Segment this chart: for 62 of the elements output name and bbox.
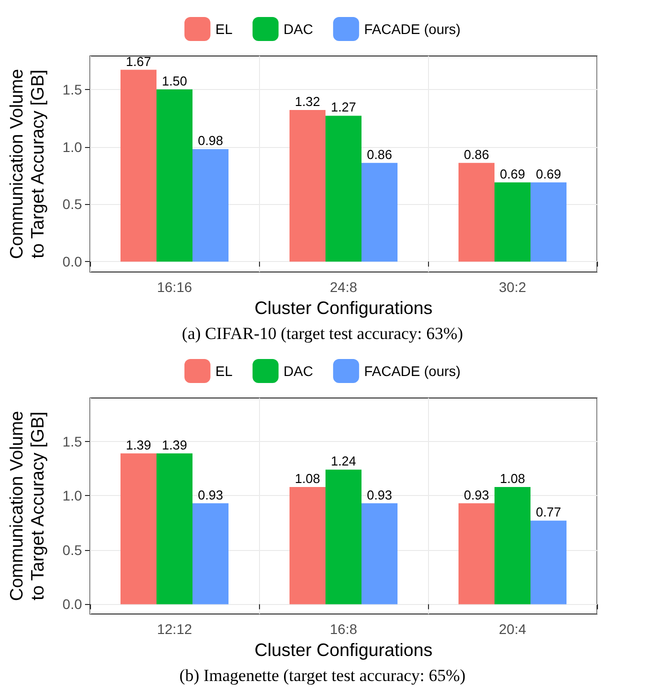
bar — [120, 453, 156, 604]
x-tick-label: 24:8 — [330, 279, 358, 295]
data-label: 0.93 — [366, 487, 392, 502]
bar — [156, 453, 192, 604]
bar — [458, 503, 494, 604]
data-label: 0.86 — [464, 146, 490, 162]
bar — [326, 116, 362, 262]
y-tick-label: 0.0 — [62, 596, 82, 612]
legend-label: FACADE (ours) — [364, 363, 461, 379]
data-label: 1.24 — [330, 454, 356, 469]
x-tick-label: 16:16 — [156, 279, 192, 295]
bar — [494, 487, 530, 604]
y-tick-label: 0.5 — [62, 542, 82, 558]
y-axis-title: Communication Volume to Target Accuracy [GB] — [6, 68, 48, 260]
bar — [192, 503, 228, 604]
bar — [494, 182, 530, 262]
y-tick-label: 0.5 — [62, 196, 82, 212]
data-label: 0.93 — [464, 487, 490, 502]
data-label: 1.39 — [126, 437, 152, 452]
legend-label: DAC — [284, 21, 314, 37]
x-tick-label: 12:12 — [156, 621, 192, 637]
bar — [326, 470, 362, 604]
x-tick-label: 16:8 — [330, 621, 358, 637]
data-label: 0.86 — [366, 146, 392, 162]
y-axis-title: Communication Volume to Target Accuracy [GB] — [6, 410, 48, 602]
data-label: 0.69 — [500, 166, 526, 182]
legend-label: FACADE (ours) — [364, 21, 461, 37]
text: (b) Imagenette (target test accuracy: 65%) — [179, 666, 466, 685]
x-axis-title: Cluster Configurations — [254, 298, 433, 318]
data-label: 0.69 — [536, 166, 562, 182]
y-tick-label: 1.5 — [62, 433, 82, 450]
text: (a) CIFAR-10 (target test accuracy: 63%) — [182, 324, 464, 343]
data-label: 1.08 — [294, 471, 320, 486]
legend-label: DAC — [284, 363, 314, 379]
y-tick-label: 0.0 — [62, 254, 82, 270]
bar — [156, 89, 192, 262]
bar — [530, 182, 566, 262]
bar — [192, 149, 228, 262]
data-label: 0.98 — [198, 133, 224, 148]
bar — [362, 162, 398, 262]
bar — [290, 110, 326, 262]
bar — [120, 70, 156, 262]
bar — [362, 503, 398, 604]
bar — [458, 162, 494, 262]
bar — [530, 520, 566, 604]
y-tick-label: 1.0 — [62, 488, 82, 504]
legend-label: EL — [215, 363, 233, 379]
data-label: 1.50 — [162, 73, 188, 88]
y-tick-label: 1.0 — [62, 138, 82, 155]
x-tick-label: 20:4 — [498, 621, 526, 637]
data-label: 1.08 — [500, 471, 526, 486]
legend-label: EL — [215, 21, 233, 37]
y-tick-label: 1.5 — [62, 81, 82, 98]
data-label: 0.93 — [198, 487, 224, 502]
data-label: 1.27 — [330, 100, 356, 115]
data-label: 0.77 — [536, 504, 562, 520]
data-label: 1.32 — [294, 94, 320, 109]
x-axis-title: Cluster Configurations — [254, 640, 433, 660]
bar — [290, 487, 326, 604]
data-label: 1.39 — [162, 437, 188, 452]
data-label: 1.67 — [126, 54, 152, 69]
x-tick-label: 30:2 — [498, 279, 526, 295]
